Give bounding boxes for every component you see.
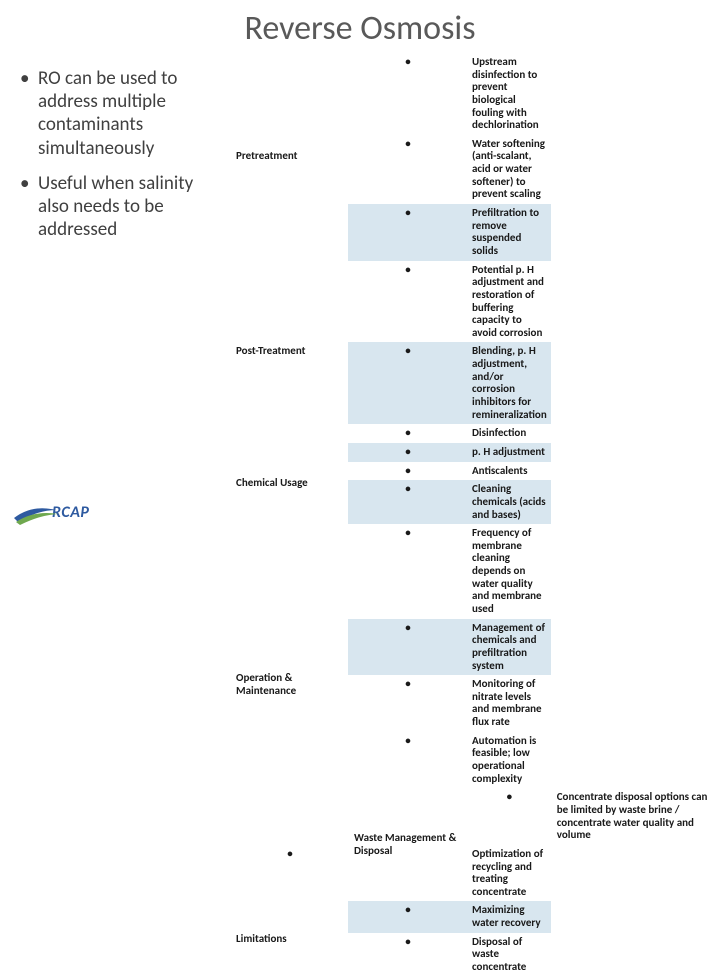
bullet-cell: • [348,261,466,343]
text-cell: Prefiltration to remove suspended solids [466,204,551,261]
bullet-cell: • [466,788,551,845]
text-cell: p. H adjustment [466,443,551,462]
text-cell: Monitoring of nitrate levels and membran… [466,675,551,732]
table-row: • Optimization of recycling and treating … [230,845,720,902]
text-cell: Blending, p. H adjustment, and/or corros… [466,342,551,424]
table-row: Operation & Maintenance•Frequency of mem… [230,524,720,618]
category-cell: Operation & Maintenance [230,524,348,845]
summary-bullet: Useful when salinity also needs to be ad… [20,172,224,242]
text-cell: Concentrate disposal options can be limi… [551,788,720,845]
text-cell: Potential p. H adjustment and restoratio… [466,261,551,343]
bullet-cell: • [348,135,466,204]
category-cell: Post-Treatment [230,261,348,443]
text-cell: Frequency of membrane cleaning depends o… [466,524,551,618]
bullet-cell: • [348,462,466,481]
category-cell: Chemical Usage [230,443,348,524]
category-cell: Limitations [230,901,348,976]
bullet-cell: • [348,619,466,676]
ro-considerations-table: Pretreatment•Upstream disinfection to pr… [230,53,720,977]
bullet-cell: • [348,204,466,261]
table-row: Limitations•Maximizing water recovery [230,901,720,932]
logo-swoosh-icon [12,498,60,526]
bullet-cell: • [348,524,466,618]
text-cell: Management of chemicals and prefiltratio… [466,619,551,676]
category-cell: Waste Management & Disposal [348,788,466,901]
bullet-cell: • [348,53,466,135]
right-column: Pretreatment•Upstream disinfection to pr… [230,53,720,977]
summary-bullet: RO can be used to address multiple conta… [20,67,224,160]
content-area: RO can be used to address multiple conta… [0,53,720,977]
text-cell: Disposal of waste concentrate [466,933,551,977]
table-row: Pretreatment•Upstream disinfection to pr… [230,53,720,135]
bullet-cell: • [348,732,466,789]
bullet-cell: • [348,342,466,424]
bullet-cell: • [348,675,466,732]
table-row: Post-Treatment•Potential p. H adjustment… [230,261,720,343]
text-cell: Water softening (anti-scalant, acid or w… [466,135,551,204]
bullet-cell: • [348,901,466,932]
text-cell: Optimization of recycling and treating c… [466,845,551,902]
text-cell: Disinfection [466,424,551,443]
category-cell: Pretreatment [230,53,348,261]
text-cell: Antiscalents [466,462,551,481]
bullet-cell: • [348,933,466,977]
table-row: Chemical Usage•p. H adjustment [230,443,720,462]
page-title: Reverse Osmosis [0,0,720,53]
bullet-cell: • [348,480,466,524]
bullet-cell: • [348,443,466,462]
text-cell: Automation is feasible; low operational … [466,732,551,789]
text-cell: Cleaning chemicals (acids and bases) [466,480,551,524]
rcap-logo: RCAP [12,498,89,526]
bullet-cell: • [348,424,466,443]
summary-bullets: RO can be used to address multiple conta… [20,67,224,241]
text-cell: Maximizing water recovery [466,901,551,932]
bullet-cell: • [230,845,348,902]
text-cell: Upstream disinfection to prevent biologi… [466,53,551,135]
